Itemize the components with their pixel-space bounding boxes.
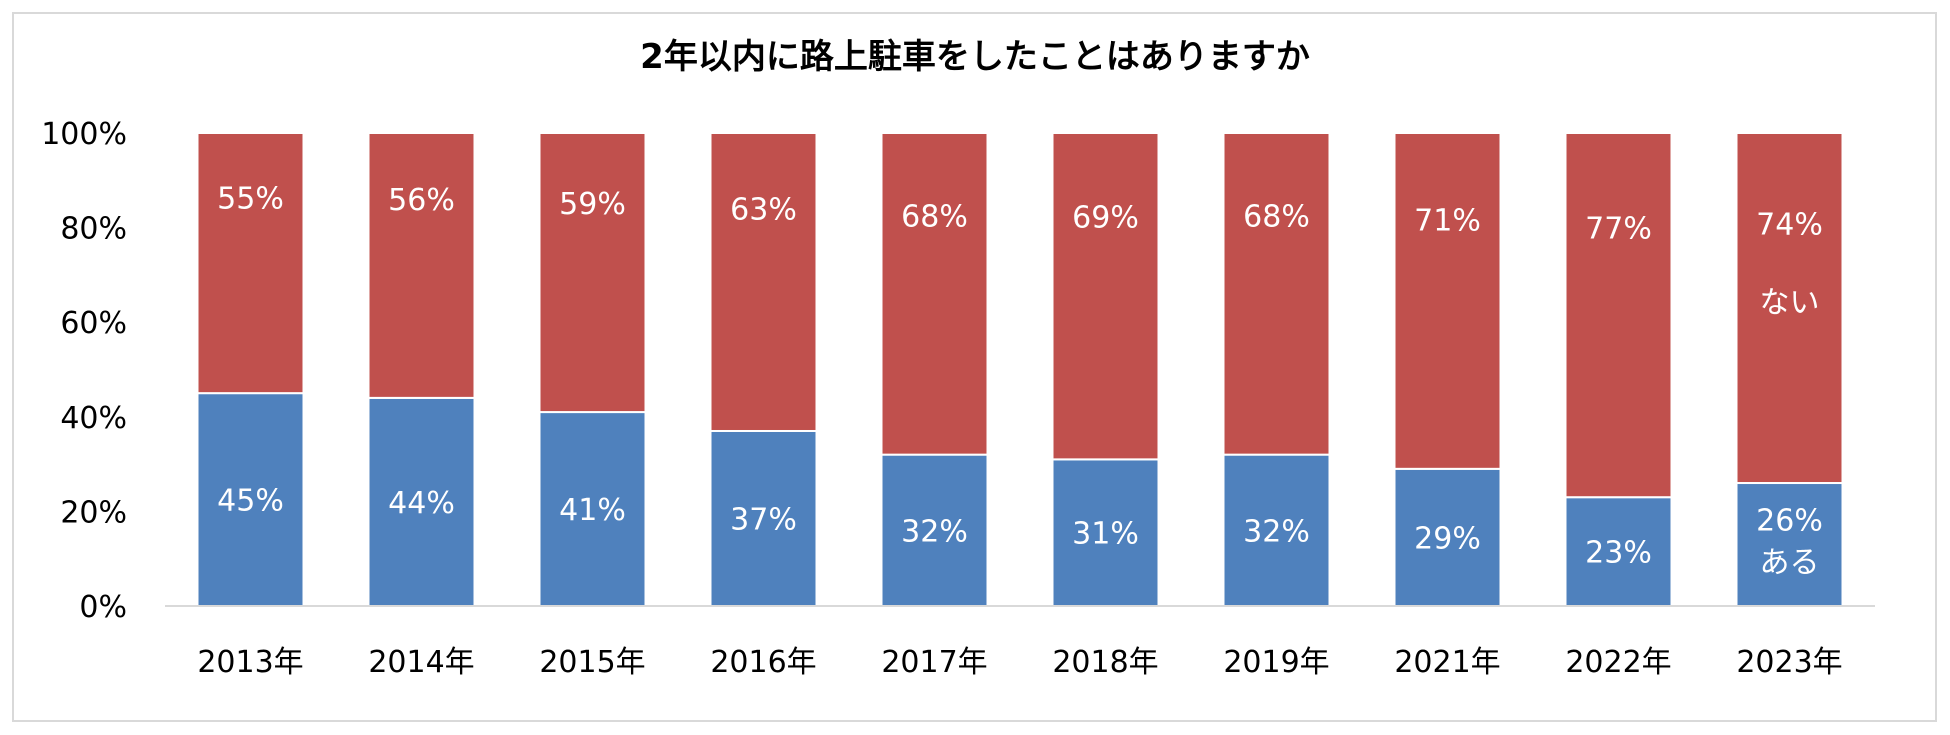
- x-tick-label: 2021年: [1394, 645, 1500, 680]
- bar-no-2022年: [1564, 132, 1673, 499]
- data-label: 32%: [901, 514, 968, 549]
- y-tick-label: 100%: [41, 117, 127, 152]
- x-tick-label: 2022年: [1565, 645, 1671, 680]
- bars-group: 45% 55% 44% 56% 41% 59% 37% 63% 32% 68% 31% 69% 32% 6…: [196, 132, 1844, 608]
- data-label: 26%: [1756, 504, 1823, 539]
- data-label: 63%: [730, 192, 797, 227]
- bar-no-2019年: [1222, 132, 1331, 456]
- bar-yes-2023年: [1735, 482, 1844, 607]
- data-label: 55%: [217, 181, 284, 216]
- data-label: 71%: [1414, 203, 1481, 238]
- bar-yes-2017年: [880, 453, 989, 608]
- data-label: 44%: [388, 486, 455, 521]
- series-name-label: ある: [1760, 546, 1820, 581]
- bar-no-2018年: [1051, 132, 1160, 461]
- y-tick-label: 60%: [60, 306, 127, 341]
- x-tick-label: 2018年: [1052, 645, 1158, 680]
- bar-no-2015年: [538, 132, 647, 414]
- chart-title: 2年以内に路上駐車をしたことはありますか: [640, 37, 1310, 77]
- bar-yes-2019年: [1222, 453, 1331, 608]
- data-label: 68%: [901, 199, 968, 234]
- y-tick-label: 80%: [60, 212, 127, 247]
- data-label: 32%: [1243, 514, 1310, 549]
- x-tick-label: 2014年: [368, 645, 474, 680]
- bar-no-2023年: [1735, 132, 1844, 485]
- y-tick-label: 20%: [60, 495, 127, 530]
- data-label: 45%: [217, 484, 284, 519]
- data-label: 74%: [1756, 208, 1823, 243]
- x-tick-label: 2016年: [710, 645, 816, 680]
- x-axis: 2013年 2014年 2015年 2016年 2017年 2018年 2019年 2021年…: [165, 605, 1875, 680]
- data-label: 68%: [1243, 199, 1310, 234]
- data-label: 29%: [1414, 521, 1481, 556]
- data-label: 59%: [559, 187, 626, 222]
- bar-yes-2013年: [196, 392, 305, 607]
- x-tick-label: 2019年: [1223, 645, 1329, 680]
- x-tick-label: 2023年: [1736, 645, 1842, 680]
- x-tick-label: 2015年: [539, 645, 645, 680]
- data-label: 23%: [1585, 536, 1652, 571]
- bar-yes-2022年: [1564, 496, 1673, 607]
- x-tick-label: 2017年: [881, 645, 987, 680]
- data-label: 69%: [1072, 201, 1139, 236]
- data-label: 77%: [1585, 212, 1652, 247]
- y-tick-label: 40%: [60, 401, 127, 436]
- data-label: 41%: [559, 493, 626, 528]
- bar-no-2014年: [367, 132, 476, 399]
- bar-no-2013年: [196, 132, 305, 395]
- y-tick-label: 0%: [79, 590, 127, 625]
- bar-yes-2015年: [538, 411, 647, 607]
- x-tick-label: 2013年: [197, 645, 303, 680]
- bar-no-2016年: [709, 132, 818, 432]
- data-label: 31%: [1072, 517, 1139, 552]
- data-label: 37%: [730, 502, 797, 537]
- bar-no-2021年: [1393, 132, 1502, 470]
- bar-no-2017年: [880, 132, 989, 456]
- series-name-label: ない: [1760, 286, 1820, 321]
- y-axis: 0% 20% 40% 60% 80% 100%: [41, 117, 127, 625]
- data-label: 56%: [388, 183, 455, 218]
